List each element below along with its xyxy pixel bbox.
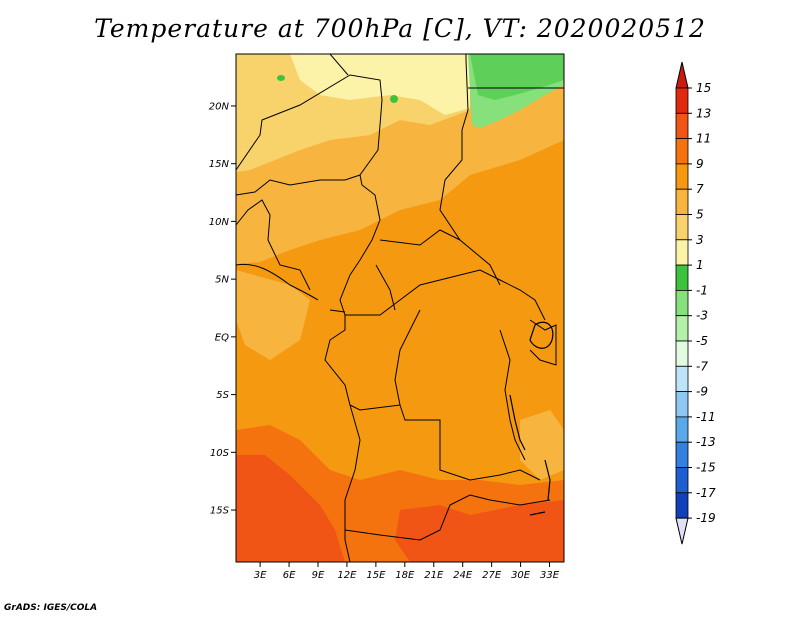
colorbar-cell — [675, 138, 689, 165]
x-tick-label: 30E — [511, 570, 531, 581]
colorbar-label: -19 — [696, 511, 716, 525]
y-tick-label: 5S — [216, 390, 229, 401]
field-spot — [390, 95, 398, 103]
x-tick-label: 24E — [453, 570, 473, 581]
lake-kariba — [529, 511, 546, 516]
field-band-7-east — [520, 410, 564, 480]
colorbar-label: 11 — [696, 132, 711, 146]
colorbar-cell — [675, 391, 689, 418]
field-band-13-se — [395, 500, 564, 562]
x-tick-label: 9E — [312, 570, 325, 581]
colorbar-label: -9 — [696, 385, 708, 399]
colorbar-label: 13 — [696, 106, 711, 120]
colorbar-cell — [675, 467, 689, 494]
colorbar-label: -3 — [696, 309, 708, 323]
colorbar-label: -15 — [696, 461, 716, 475]
colorbar-cell — [675, 315, 689, 342]
x-tick-label: 6E — [283, 570, 296, 581]
colorbar-bottom-arrow — [675, 517, 689, 545]
x-tick-label: 27E — [482, 570, 502, 581]
lake-tanganyika — [509, 394, 526, 451]
colorbar-label: 5 — [696, 208, 704, 222]
colorbar-cell — [675, 87, 689, 114]
y-tick-label: 15N — [209, 159, 230, 170]
y-tick-label: 10N — [209, 217, 230, 228]
y-tick-label: 15S — [210, 506, 230, 517]
colorbar-label: -11 — [696, 410, 716, 424]
x-tick-label: 3E — [254, 570, 267, 581]
y-axis: 20N 15N 10N 5N EQ 5S 10S 15S — [209, 101, 236, 517]
colorbar-cell — [675, 492, 689, 519]
x-axis: 3E 6E 9E 12E 15E 18E 21E 24E 27E 30E 33E — [254, 562, 560, 581]
colorbar-cell — [675, 188, 689, 215]
colorbar-cell — [675, 441, 689, 468]
lake-malawi — [544, 459, 551, 501]
y-tick-label: 10S — [210, 448, 230, 459]
y-tick-label: EQ — [215, 332, 229, 343]
field-band-7-west — [236, 270, 310, 360]
colorbar-label: -17 — [696, 486, 716, 500]
x-tick-label: 21E — [424, 570, 444, 581]
colorbar-label: 7 — [696, 182, 704, 196]
x-tick-label: 18E — [395, 570, 415, 581]
field-band-13-sw — [236, 455, 345, 562]
lake-victoria — [529, 321, 554, 349]
chart-title: Temperature at 700hPa [C], VT: 202002051… — [94, 14, 706, 43]
colorbar-label: -13 — [696, 435, 716, 449]
colorbar-cell — [675, 416, 689, 443]
colorbar-cell — [675, 340, 689, 367]
lakes — [509, 321, 554, 516]
colorbar-label: 15 — [696, 81, 711, 95]
y-tick-label: 20N — [209, 101, 230, 112]
credit-text: GrADS: IGES/COLA — [4, 603, 98, 613]
map-frame — [235, 53, 565, 563]
colorbar-label: -7 — [696, 359, 708, 373]
colorbar-cell — [675, 239, 689, 266]
colorbar-cell — [675, 289, 689, 317]
colorbar-label: -1 — [696, 283, 708, 297]
x-tick-label: 33E — [540, 570, 560, 581]
colorbar-label: 1 — [696, 258, 704, 272]
colorbar-cell — [675, 264, 689, 291]
colorbar-label: 9 — [696, 157, 704, 171]
colorbar-cell — [675, 163, 689, 190]
field-spot — [277, 75, 285, 81]
x-tick-label: 12E — [337, 570, 357, 581]
colorbar-label: -5 — [696, 334, 708, 348]
x-tick-label: 15E — [366, 570, 386, 581]
country-borders — [236, 54, 564, 562]
colorbar-label: 3 — [696, 233, 704, 247]
colorbar-top-arrow — [675, 61, 689, 89]
y-tick-label: 5N — [215, 275, 229, 286]
colorbar-cell — [675, 365, 689, 392]
colorbar-cell — [675, 214, 689, 241]
colorbar-cell — [675, 112, 689, 140]
